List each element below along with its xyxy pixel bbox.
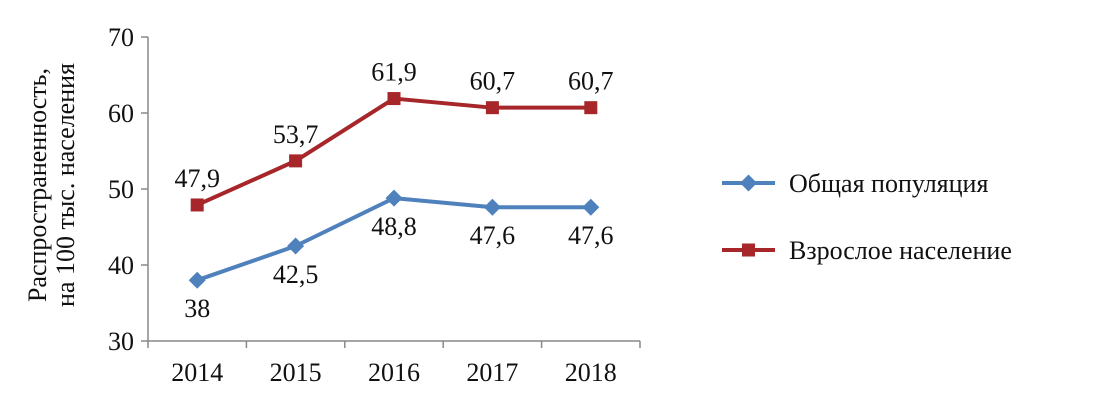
data-point bbox=[582, 198, 600, 216]
series-1: 38 42,5 48,8 47,6 47,6 bbox=[184, 189, 614, 323]
data-label: 47,6 bbox=[568, 221, 614, 250]
data-point bbox=[485, 101, 499, 115]
y-tick-label: 50 bbox=[108, 175, 134, 204]
axes: 30 40 50 60 70 2014 2015 2016 2017 2018 bbox=[108, 23, 641, 387]
legend-item: Общая популяция bbox=[722, 169, 988, 198]
y-tick-label: 60 bbox=[108, 99, 134, 128]
y-axis-title: Распространенность, на 100 тыс. населения bbox=[23, 63, 80, 307]
series-line bbox=[196, 96, 591, 207]
x-tick-label: 2016 bbox=[368, 358, 420, 387]
data-label: 47,9 bbox=[174, 164, 220, 193]
data-label: 42,5 bbox=[273, 260, 319, 289]
series-layer: 38 42,5 48,8 47,6 47,6 47,9 53,7 61,9 60,7 60,7 bbox=[174, 58, 613, 324]
data-point bbox=[387, 92, 401, 106]
legend: Общая популяция Взрослое население bbox=[722, 169, 1012, 265]
data-label: 60,7 bbox=[568, 67, 614, 96]
data-point bbox=[287, 237, 305, 255]
y-axis-title-line: Распространенность, bbox=[23, 68, 52, 302]
x-tick-label: 2014 bbox=[171, 358, 223, 387]
data-label: 48,8 bbox=[371, 212, 417, 241]
data-label: 61,9 bbox=[371, 58, 417, 87]
x-tick-label: 2018 bbox=[565, 358, 617, 387]
legend-marker bbox=[742, 243, 755, 257]
data-point bbox=[385, 189, 403, 207]
legend-item: Взрослое население bbox=[722, 236, 1012, 265]
y-axis-title-line: на 100 тыс. населения bbox=[51, 63, 80, 307]
data-point bbox=[483, 198, 501, 216]
legend-label: Взрослое население bbox=[789, 236, 1012, 265]
data-label: 38 bbox=[184, 294, 210, 323]
data-label: 47,6 bbox=[470, 221, 516, 250]
data-point bbox=[188, 271, 206, 289]
y-tick-label: 70 bbox=[108, 23, 134, 52]
x-tick-label: 2017 bbox=[466, 358, 518, 387]
legend-marker bbox=[740, 174, 757, 192]
x-tick-label: 2015 bbox=[270, 358, 322, 387]
data-point bbox=[584, 101, 598, 115]
legend-label: Общая популяция bbox=[789, 169, 988, 198]
y-tick-label: 30 bbox=[108, 327, 134, 356]
data-point bbox=[190, 198, 204, 212]
data-label: 60,7 bbox=[470, 67, 516, 96]
y-tick-label: 40 bbox=[108, 251, 134, 280]
data-label: 53,7 bbox=[273, 120, 319, 149]
data-point bbox=[289, 154, 303, 168]
series-2: 47,9 53,7 61,9 60,7 60,7 bbox=[174, 58, 614, 212]
